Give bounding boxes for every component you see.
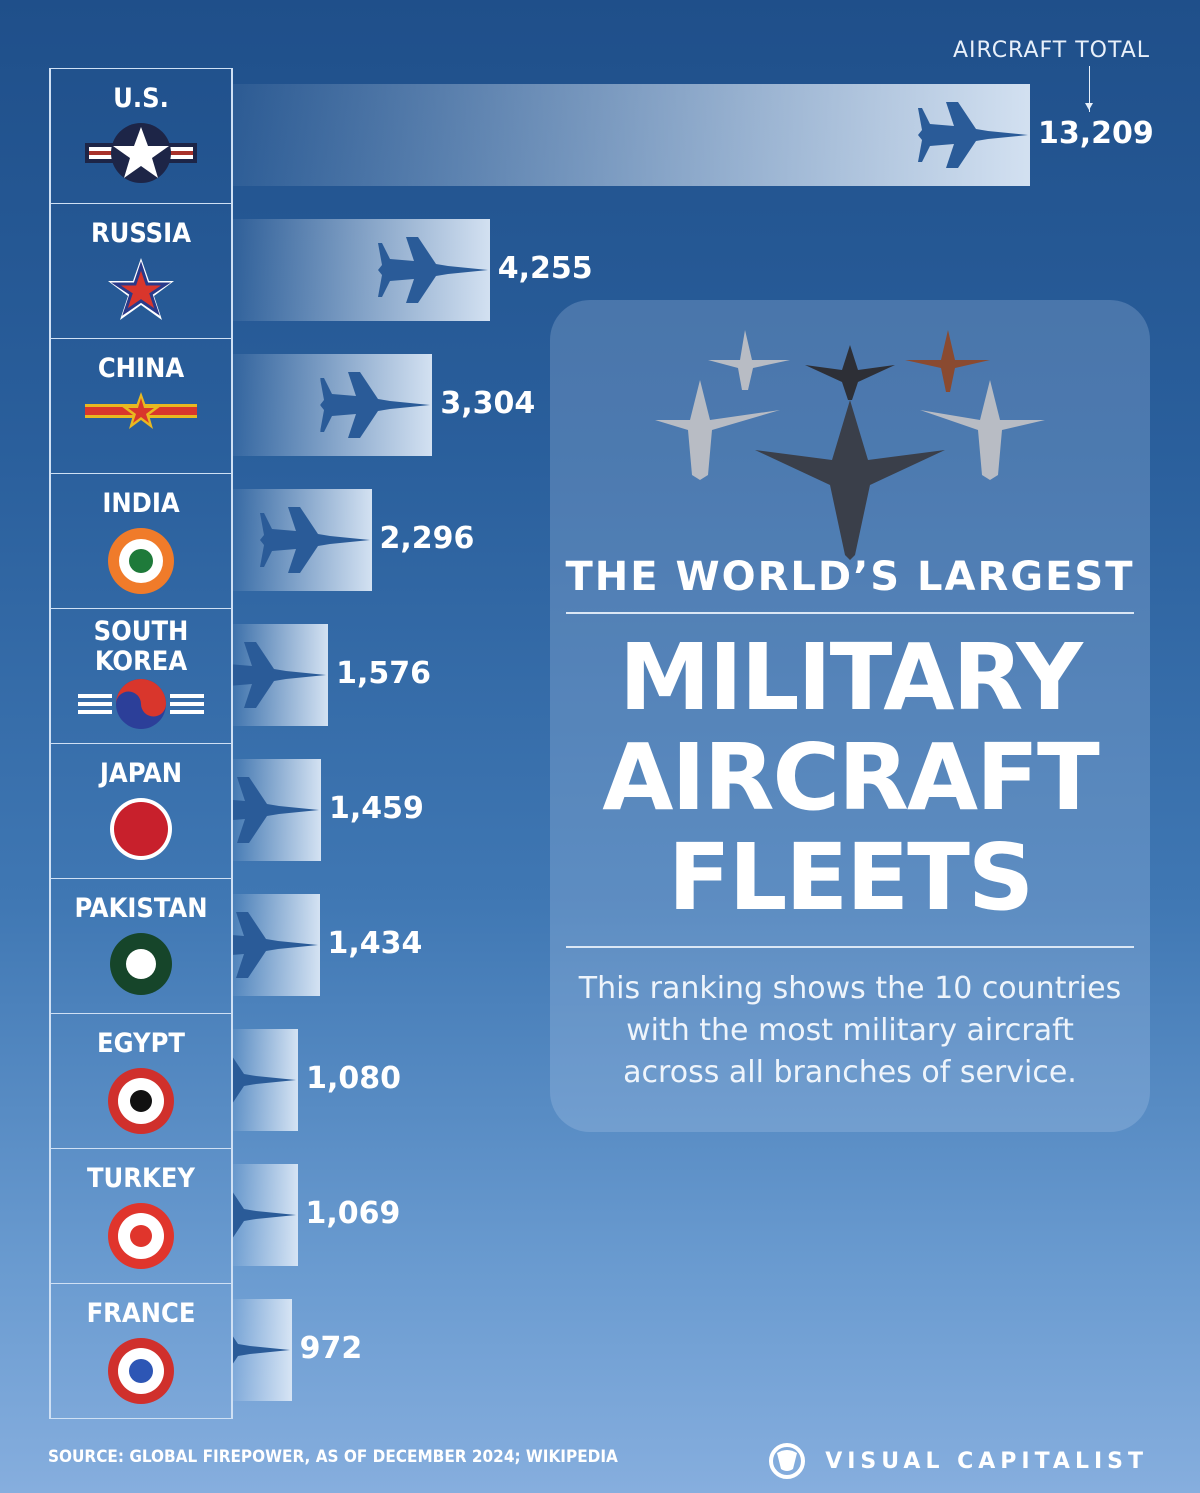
- card-description: This ranking shows the 10 countries with…: [550, 968, 1150, 1094]
- data-label: 4,255: [497, 251, 593, 286]
- data-label: 2,296: [379, 521, 475, 556]
- description-line: with the most military aircraft: [626, 1013, 1074, 1048]
- title-line: MILITARY: [619, 624, 1083, 731]
- country-name: TURKEY: [86, 1163, 195, 1194]
- india-roundel-icon: [108, 528, 174, 594]
- title-card: THE WORLD’S LARGEST MILITARY AIRCRAFT FL…: [550, 300, 1150, 1132]
- data-label: 1,576: [336, 656, 431, 691]
- data-label: 1,080: [306, 1061, 402, 1096]
- country-name: SOUTH KOREA: [93, 616, 189, 677]
- description-line: across all branches of service.: [623, 1055, 1077, 1090]
- card-title: MILITARY AIRCRAFT FLEETS: [550, 628, 1150, 928]
- jet-icon: [259, 499, 372, 581]
- card-subtitle: THE WORLD’S LARGEST: [565, 554, 1135, 600]
- france-roundel-icon: [108, 1338, 174, 1404]
- jet-icon: [232, 769, 321, 851]
- value-axis-label: AIRCRAFT TOTAL: [952, 38, 1150, 63]
- jet-icon: [232, 1309, 292, 1391]
- country-label: U.S.: [49, 68, 233, 204]
- jet-icon: [232, 634, 328, 716]
- title-line: AIRCRAFT: [602, 724, 1099, 831]
- jet-icon: [320, 364, 432, 446]
- jet-icon: [232, 1174, 298, 1256]
- country-label: TURKEY: [49, 1148, 233, 1284]
- japan-roundel-icon: [110, 798, 172, 860]
- turkey-roundel-icon: [108, 1203, 174, 1269]
- south-korea-roundel-icon: [78, 679, 204, 729]
- data-label: 13,209: [1038, 116, 1154, 151]
- fighter-jets-image: [655, 330, 1045, 560]
- country-name: FRANCE: [86, 1298, 196, 1329]
- jet-icon: [232, 904, 320, 986]
- data-label: 1,069: [305, 1196, 401, 1231]
- country-label: SOUTH KOREA: [49, 608, 233, 744]
- jet-icon: [377, 229, 490, 311]
- data-label: 3,304: [440, 386, 536, 421]
- divider: [566, 946, 1134, 948]
- country-label: FRANCE: [49, 1283, 233, 1419]
- country-label: INDIA: [49, 473, 233, 609]
- jet-icon: [232, 1039, 298, 1121]
- country-name: CHINA: [97, 353, 185, 384]
- country-label: JAPAN: [49, 743, 233, 879]
- egypt-roundel-icon: [108, 1068, 174, 1134]
- country-name: EGYPT: [97, 1028, 185, 1059]
- visual-capitalist-logo-icon: [769, 1443, 806, 1479]
- title-line: FLEETS: [667, 824, 1034, 931]
- brand-name: VISUAL CAPITALIST: [825, 1448, 1148, 1474]
- us-roundel-icon: [85, 123, 197, 183]
- pakistan-roundel-icon: [110, 933, 172, 995]
- country-name: INDIA: [102, 488, 180, 519]
- data-label: 1,459: [329, 791, 424, 826]
- country-name: JAPAN: [99, 758, 183, 789]
- country-name: PAKISTAN: [74, 893, 208, 924]
- country-label: RUSSIA: [49, 203, 233, 339]
- china-roundel-icon: [85, 392, 197, 429]
- jet-icon: [918, 94, 1030, 176]
- country-label: EGYPT: [49, 1013, 233, 1149]
- data-label: 1,434: [327, 926, 423, 961]
- description-line: This ranking shows the 10 countries: [578, 971, 1122, 1006]
- country-name: RUSSIA: [90, 218, 192, 249]
- bar: [233, 84, 1030, 186]
- country-label: PAKISTAN: [49, 878, 233, 1014]
- russia-star-icon: [108, 258, 174, 320]
- arrow-down-icon: [1085, 66, 1093, 112]
- country-label: CHINA: [49, 338, 233, 474]
- country-name: U.S.: [113, 83, 169, 114]
- source-note: SOURCE: GLOBAL FIREPOWER, AS OF DECEMBER…: [48, 1447, 618, 1467]
- data-label: 972: [299, 1331, 363, 1366]
- divider: [566, 612, 1134, 614]
- brand-logo: VISUAL CAPITALIST: [763, 1443, 1148, 1479]
